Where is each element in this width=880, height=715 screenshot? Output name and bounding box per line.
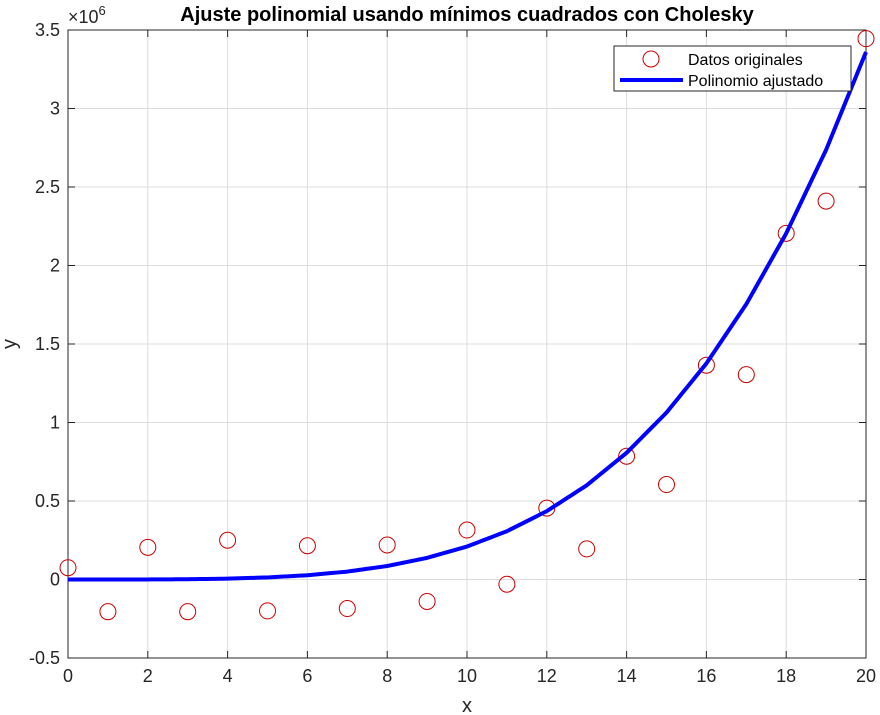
x-tick-label: 4	[223, 666, 233, 686]
data-point-marker	[418, 592, 436, 610]
data-point-marker	[498, 575, 516, 593]
y-tick-label: 3.5	[35, 20, 60, 40]
y-tick-label: 0	[50, 570, 60, 590]
data-series	[59, 30, 875, 621]
data-point-marker	[737, 366, 755, 384]
x-tick-label: 18	[776, 666, 796, 686]
data-point-marker	[458, 521, 476, 539]
legend-label-polinomio-ajustado: Polinomio ajustado	[688, 73, 823, 90]
y-axis-exponent-base: ×10	[68, 7, 99, 27]
data-point-marker	[857, 30, 875, 48]
x-tick-label: 16	[696, 666, 716, 686]
y-tick-label: 3	[50, 99, 60, 119]
data-point-marker	[618, 447, 636, 465]
x-tick-label: 2	[143, 666, 153, 686]
y-tick-label: 1.5	[35, 334, 60, 354]
x-tick-label: 12	[537, 666, 557, 686]
data-point-marker	[259, 602, 276, 620]
x-tick-label: 20	[856, 666, 876, 686]
tick-labels: 0 2 4 6 8 10 12 14 16 18 20-0.500.511.522.533.5	[29, 20, 876, 686]
data-point-marker	[697, 356, 715, 374]
x-tick-label: 10	[457, 666, 477, 686]
data-point-marker	[59, 559, 77, 577]
y-tick-label: 0.5	[35, 491, 60, 511]
legend: Datos originales Polinomio ajustado	[613, 45, 852, 92]
data-point-marker	[298, 537, 316, 555]
data-point-marker	[378, 536, 396, 554]
chart-title: Ajuste polinomial usando mínimos cuadrad…	[180, 4, 754, 26]
axes	[67, 29, 867, 659]
x-axis-label: x	[462, 695, 472, 715]
y-axis-label: y	[0, 339, 21, 349]
y-axis-exponent-power: 6	[99, 3, 106, 18]
legend-box	[613, 45, 852, 92]
data-point-marker	[578, 540, 596, 558]
data-point-marker	[179, 603, 197, 621]
x-tick-label: 6	[302, 666, 312, 686]
x-tick-label: 8	[382, 666, 392, 686]
data-point-marker	[817, 192, 835, 210]
y-tick-label: 2.5	[35, 177, 60, 197]
data-point-marker	[219, 531, 237, 549]
data-point-marker	[338, 600, 356, 618]
y-tick-label: 2	[50, 256, 60, 276]
data-point-marker	[99, 603, 117, 621]
y-axis-exponent: ×106	[68, 3, 106, 27]
series-line-polinomio-ajustado	[68, 51, 868, 582]
x-tick-label: 0	[63, 666, 73, 686]
data-point-marker	[139, 538, 157, 556]
legend-label-datos-originales: Datos originales	[688, 52, 803, 69]
x-tick-label: 14	[617, 666, 637, 686]
data-point-marker	[777, 224, 795, 242]
legend-marker-datos-originales	[642, 50, 660, 68]
y-tick-label: -0.5	[29, 648, 60, 668]
data-point-marker	[658, 476, 675, 494]
legend-marker-circle	[642, 50, 660, 68]
y-tick-label: 1	[50, 413, 60, 433]
